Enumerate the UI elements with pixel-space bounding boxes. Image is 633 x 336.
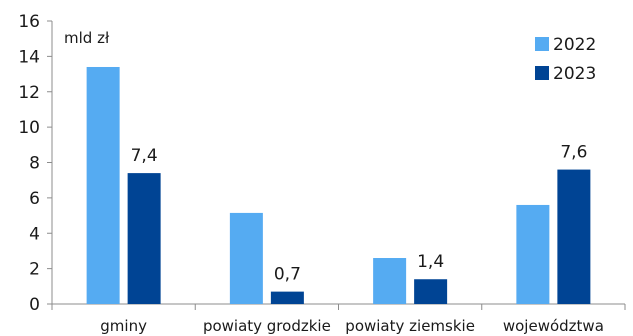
legend-swatch-2022	[535, 37, 549, 51]
y-tick-label: 2	[29, 260, 40, 280]
y-tick-label: 10	[18, 118, 40, 138]
x-category-label: powiaty ziemskie	[345, 317, 475, 335]
y-tick-label: 12	[18, 83, 40, 103]
legend-label: 2023	[553, 64, 596, 84]
bar-2023-1	[270, 291, 304, 304]
y-tick-label: 0	[29, 295, 40, 315]
unit-label: mld zł	[64, 29, 110, 47]
data-label: 0,7	[274, 265, 301, 285]
bar-2022-2	[373, 258, 407, 304]
y-tick-label: 14	[18, 47, 40, 67]
bars	[86, 66, 591, 304]
y-tick-label: 6	[29, 189, 40, 209]
bar-2023-0	[127, 173, 161, 304]
data-labels: 7,4 0,7 1,4 7,6	[131, 143, 588, 285]
bar-2023-2	[414, 279, 448, 304]
legend-swatch-2023	[535, 66, 549, 80]
x-category-label: powiaty grodzkie	[203, 317, 331, 335]
data-label: 7,4	[131, 146, 158, 166]
data-label: 1,4	[417, 252, 444, 272]
y-tick-label: 4	[29, 224, 40, 244]
x-axis: gminy powiaty grodzkie powiaty ziemskie woj…	[51, 303, 626, 335]
bar-2022-0	[86, 66, 120, 304]
bar-2022-1	[229, 212, 263, 304]
y-axis: 0 2 4 6 8 10 12 14 16	[18, 12, 53, 315]
legend-label: 2022	[553, 35, 596, 55]
legend: 2022 2023	[535, 35, 596, 84]
data-label: 7,6	[560, 143, 587, 163]
bar-2023-3	[557, 169, 591, 304]
x-category-label: gminy	[100, 317, 147, 335]
y-tick-label: 8	[29, 154, 40, 174]
bar-2022-3	[516, 204, 550, 304]
y-tick-label: 16	[18, 12, 40, 32]
x-category-label: województwa	[503, 317, 604, 335]
